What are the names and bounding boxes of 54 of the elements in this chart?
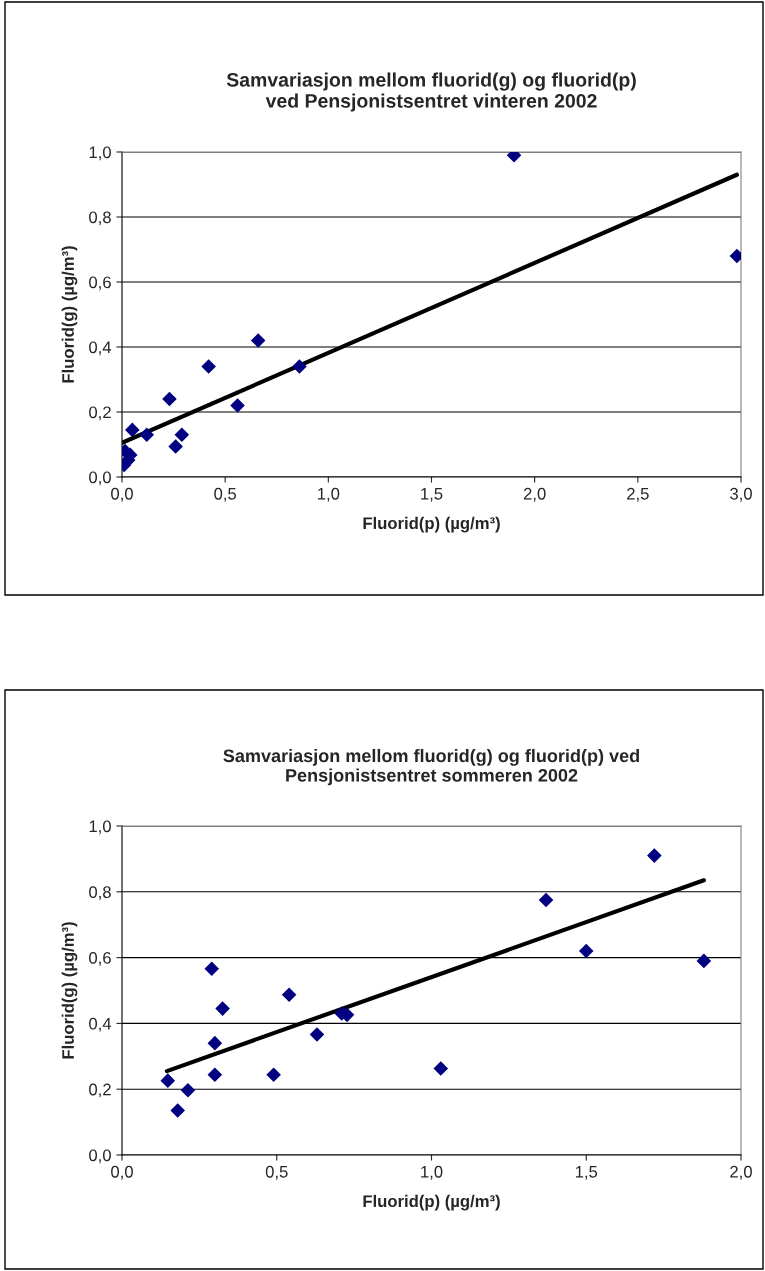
x-tick-label: 1,0 bbox=[421, 1165, 443, 1180]
x-tick-label: 0,0 bbox=[111, 1165, 133, 1180]
x-tick-label: 0,0 bbox=[111, 487, 133, 502]
y-tick-label: 0,6 bbox=[89, 276, 111, 291]
point bbox=[168, 439, 183, 454]
chart-title: Samvariasjon mellom fluorid(g) og fluorid(p) ved Pensjonistsentret vinteren 2002 bbox=[226, 72, 636, 112]
point bbox=[230, 398, 245, 413]
point bbox=[433, 1061, 449, 1076]
x-tick-label: 3,0 bbox=[730, 487, 752, 502]
point bbox=[201, 359, 216, 374]
point bbox=[180, 1082, 196, 1098]
y-tick-label: 0,0 bbox=[89, 1149, 111, 1164]
point bbox=[696, 953, 712, 969]
x-tick-label: 1,0 bbox=[318, 487, 340, 502]
y-axis-title: Fluorid(g) (µg/m³) bbox=[61, 922, 78, 1059]
x-axis-title: Fluorid(p) (µg/m³) bbox=[363, 516, 500, 533]
point bbox=[207, 1035, 223, 1051]
x-tick-label: 2,0 bbox=[523, 487, 546, 502]
x-tick-label: 0,5 bbox=[214, 487, 237, 502]
y-tick-label: 1,0 bbox=[89, 146, 111, 161]
y-tick-label: 0,8 bbox=[89, 211, 111, 226]
point bbox=[538, 892, 554, 908]
point bbox=[204, 961, 220, 977]
x-tick-label: 2,0 bbox=[730, 1165, 752, 1180]
x-tick-label: 0,5 bbox=[265, 1165, 288, 1180]
point bbox=[309, 1027, 325, 1042]
chart-title: Samvariasjon mellom fluorid(g) og fluorid(p) ved Pensjonistsentret sommeren 2002 bbox=[223, 748, 639, 786]
x-tick-label: 1,5 bbox=[575, 1166, 598, 1180]
y-tick-label: 0,2 bbox=[89, 1083, 111, 1098]
y-axis-title: Fluorid(g) (µg/m³) bbox=[61, 246, 78, 383]
point bbox=[174, 427, 190, 443]
y-tick-label: 0,8 bbox=[89, 886, 111, 900]
point bbox=[292, 359, 307, 374]
point bbox=[215, 1001, 230, 1016]
point bbox=[170, 1103, 185, 1118]
y-tick-label: 0,4 bbox=[89, 341, 112, 356]
point bbox=[125, 422, 140, 438]
point bbox=[139, 427, 155, 443]
point bbox=[647, 848, 662, 863]
x-tick-label: 1,5 bbox=[421, 488, 443, 502]
point bbox=[162, 391, 177, 407]
x-axis-title: Fluorid(p) (µg/m³) bbox=[363, 1194, 500, 1211]
y-tick-label: 0,4 bbox=[89, 1017, 112, 1032]
point bbox=[160, 1073, 176, 1088]
point bbox=[207, 1067, 223, 1083]
point bbox=[250, 333, 266, 348]
point bbox=[266, 1067, 281, 1083]
point bbox=[281, 987, 297, 1003]
y-tick-label: 0,2 bbox=[89, 406, 111, 421]
y-tick-label: 0,6 bbox=[89, 952, 111, 966]
x-tick-label: 2,5 bbox=[627, 487, 649, 502]
y-tick-label: 1,0 bbox=[89, 820, 111, 835]
y-tick-label: 0,0 bbox=[89, 471, 111, 486]
point bbox=[578, 943, 594, 959]
